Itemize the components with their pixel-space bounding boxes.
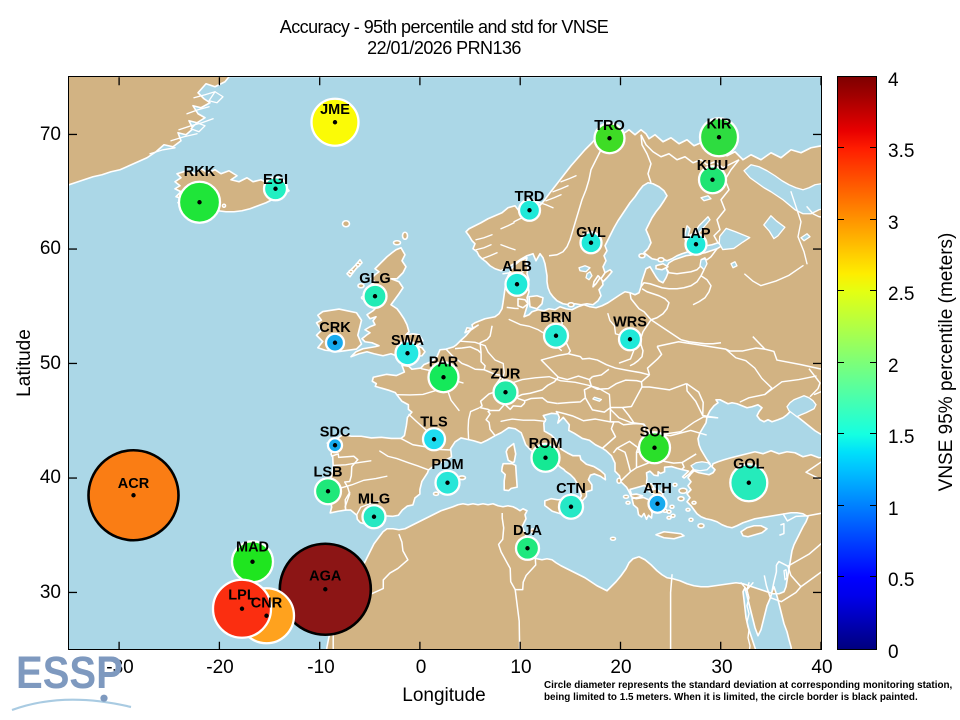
svg-text:JME: JME xyxy=(320,101,350,117)
svg-text:SOF: SOF xyxy=(640,424,670,440)
svg-text:RKK: RKK xyxy=(184,163,216,179)
svg-text:ACR: ACR xyxy=(118,475,150,491)
svg-text:CTN: CTN xyxy=(556,480,586,496)
svg-text:ROM: ROM xyxy=(529,435,563,451)
svg-text:CNR: CNR xyxy=(251,595,283,611)
svg-text:LSB: LSB xyxy=(314,464,343,480)
svg-text:TRO: TRO xyxy=(594,117,625,133)
svg-text:PAR: PAR xyxy=(429,354,459,370)
svg-text:ZUR: ZUR xyxy=(491,366,521,382)
svg-text:ATH: ATH xyxy=(643,480,672,496)
svg-text:CRK: CRK xyxy=(319,319,351,335)
svg-text:ALB: ALB xyxy=(502,258,532,274)
svg-text:TRD: TRD xyxy=(515,188,545,204)
svg-text:KUU: KUU xyxy=(697,157,728,173)
svg-text:GLG: GLG xyxy=(359,270,390,286)
svg-text:WRS: WRS xyxy=(613,314,647,330)
svg-text:LAP: LAP xyxy=(682,225,711,241)
svg-text:DJA: DJA xyxy=(513,522,543,538)
svg-text:LPL: LPL xyxy=(228,587,256,603)
svg-text:MAD: MAD xyxy=(236,539,269,555)
svg-text:SWA: SWA xyxy=(391,332,425,348)
svg-text:GVL: GVL xyxy=(576,224,606,240)
svg-text:GOL: GOL xyxy=(733,456,765,472)
svg-text:TLS: TLS xyxy=(420,414,448,430)
svg-text:EGI: EGI xyxy=(263,171,288,187)
svg-text:KIR: KIR xyxy=(707,116,733,132)
svg-text:PDM: PDM xyxy=(431,456,463,472)
svg-text:AGA: AGA xyxy=(309,568,342,584)
svg-text:SDC: SDC xyxy=(320,424,351,440)
svg-text:BRN: BRN xyxy=(540,309,571,325)
svg-text:MLG: MLG xyxy=(358,491,390,507)
